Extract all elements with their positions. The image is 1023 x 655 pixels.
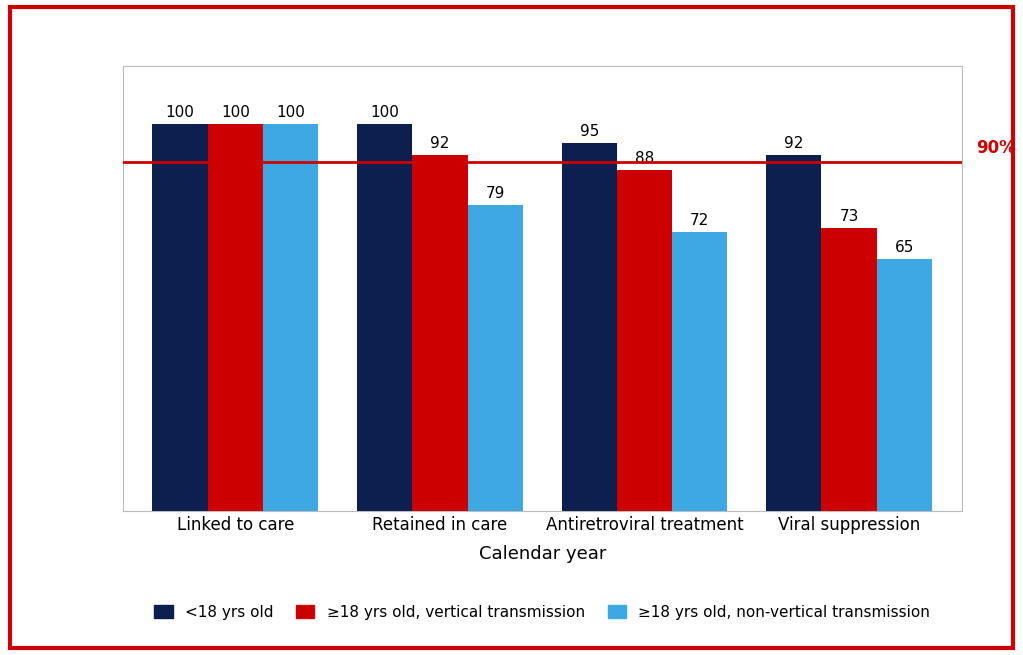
X-axis label: Calendar year: Calendar year <box>479 545 606 563</box>
Bar <box>468 205 523 511</box>
Text: 65: 65 <box>895 240 914 255</box>
Text: 88: 88 <box>635 151 654 166</box>
Bar <box>412 155 468 511</box>
Text: 79: 79 <box>486 186 504 201</box>
Text: 92: 92 <box>431 136 449 151</box>
Text: 92: 92 <box>785 136 803 151</box>
Text: 100: 100 <box>370 105 399 120</box>
Text: 100: 100 <box>221 105 250 120</box>
Text: 95: 95 <box>580 124 598 139</box>
Bar <box>562 143 617 511</box>
Bar <box>877 259 932 511</box>
Bar <box>152 124 208 511</box>
Legend: <18 yrs old, ≥18 yrs old, vertical transmission, ≥18 yrs old, non-vertical trans: <18 yrs old, ≥18 yrs old, vertical trans… <box>148 599 936 626</box>
Bar <box>263 124 318 511</box>
Text: 100: 100 <box>166 105 194 120</box>
Bar <box>357 124 412 511</box>
Bar <box>208 124 263 511</box>
Text: 72: 72 <box>691 213 709 228</box>
Bar <box>821 228 877 511</box>
Bar <box>766 155 821 511</box>
Bar <box>617 170 672 511</box>
Text: 100: 100 <box>276 105 305 120</box>
Text: 90%: 90% <box>976 138 1016 157</box>
Bar <box>672 232 727 511</box>
Text: 73: 73 <box>840 210 858 224</box>
